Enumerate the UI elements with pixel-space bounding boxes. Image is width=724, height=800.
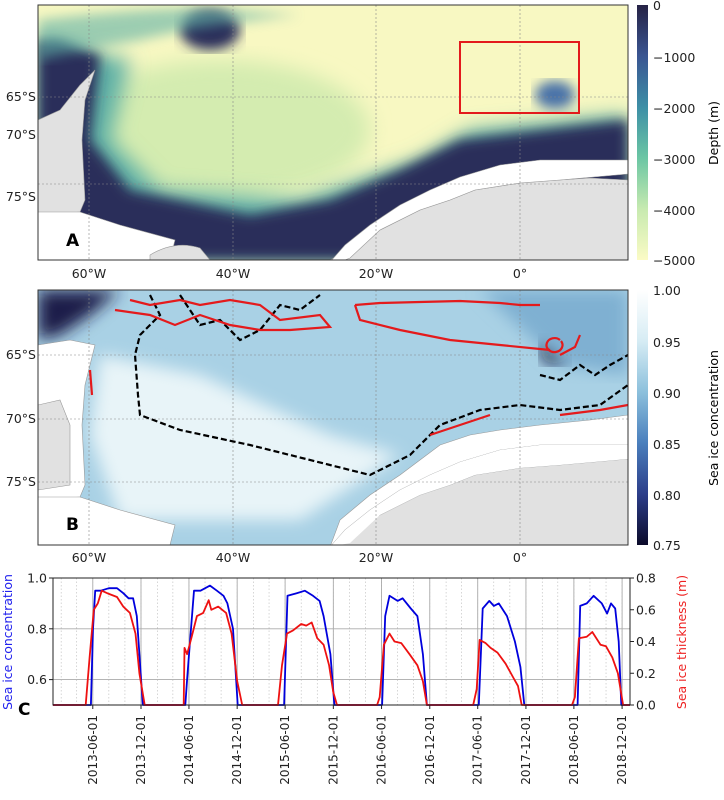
- colorbar-tick: 1.00: [653, 285, 681, 298]
- y-axis-right-label: Sea ice thickness (m): [674, 575, 689, 709]
- lon-tick: 20°W: [359, 550, 394, 565]
- colorbar-tick: −5000: [653, 253, 695, 268]
- lon-tick: 20°W: [359, 266, 394, 281]
- colorbar-label: Sea ice concentration: [706, 350, 721, 486]
- lon-tick: 40°W: [216, 266, 251, 281]
- y-left-tick-label: 0.6: [27, 672, 47, 687]
- panel-label-a: A: [66, 231, 80, 251]
- colorbar-tick: 0.75: [653, 538, 681, 553]
- lat-tick: 65°S: [6, 347, 36, 362]
- depth-colorbar: 0 −1000 −2000 −3000 −4000 −5000 Depth (m…: [637, 0, 721, 268]
- x-tick-label: 2016-06-01: [375, 715, 389, 785]
- panel-label-c: C: [18, 700, 30, 720]
- panel-label-b: B: [66, 515, 79, 535]
- lon-tick: 40°W: [216, 550, 251, 565]
- y-right-tick-label: 0.6: [636, 602, 656, 617]
- sea-ice-thickness-line: [53, 589, 630, 706]
- colorbar-tick: −3000: [653, 152, 695, 167]
- colorbar-label: Depth (m): [706, 101, 721, 165]
- region-highlight-box: [459, 41, 580, 114]
- x-tick-label: 2018-12-01: [615, 715, 629, 785]
- plot-frame: [52, 577, 631, 706]
- x-tick-label: 2013-12-01: [134, 715, 148, 785]
- lon-tick: 0°: [513, 550, 527, 565]
- lat-tick: 70°S: [6, 127, 36, 142]
- lat-tick: 75°S: [6, 474, 36, 489]
- lat-tick: 65°S: [6, 89, 36, 104]
- x-tick-label: 2014-06-01: [182, 715, 196, 785]
- x-tick-label: 2018-06-01: [567, 715, 581, 785]
- x-tick-label: 2014-12-01: [230, 715, 244, 785]
- sea-ice-map: [38, 290, 628, 545]
- map-grid: [38, 5, 628, 260]
- colorbar-tick: 0.85: [653, 437, 681, 452]
- panel-b: B 65°S 70°S 75°S 60°W 40°W 20°W 0° 1.00 …: [6, 285, 721, 565]
- x-tick-label: 2013-06-01: [86, 715, 100, 785]
- lat-tick: 70°S: [6, 411, 36, 426]
- x-tick-label: 2015-12-01: [326, 715, 340, 785]
- y-right-tick-label: 0.4: [636, 634, 656, 649]
- panel-c-timeseries: 2013-06-01 2013-12-01 2014-06-01 2014-12-01…: [0, 571, 689, 785]
- y-left-tick-label: 1.0: [27, 571, 47, 586]
- colorbar-tick: 0.95: [653, 335, 681, 350]
- x-tick-label: 2015-06-01: [278, 715, 292, 785]
- y-right-tick-label: 0.8: [636, 571, 656, 586]
- lon-tick: 0°: [513, 266, 527, 281]
- lon-tick: 60°W: [72, 266, 107, 281]
- colorbar-tick: −1000: [653, 50, 695, 65]
- ice-concentration-colorbar: 1.00 0.95 0.90 0.85 0.80 0.75 Sea ice co…: [637, 285, 721, 553]
- colorbar-tick: 0.90: [653, 386, 681, 401]
- x-tick-label: 2017-06-01: [471, 715, 485, 785]
- x-tick-label: 2016-12-01: [423, 715, 437, 785]
- black-dashed-contour: [133, 294, 628, 477]
- lon-tick: 60°W: [72, 550, 107, 565]
- y-right-tick-label: 0.0: [636, 698, 656, 713]
- colorbar-tick: −2000: [653, 101, 695, 116]
- colorbar-tick: 0.80: [653, 488, 681, 503]
- sea-ice-concentration-line: [53, 584, 630, 706]
- colorbar-tick: 0: [653, 0, 661, 13]
- y-left-tick-label: 0.8: [27, 621, 47, 636]
- y-right-tick-label: 0.2: [636, 666, 656, 681]
- lat-tick: 75°S: [6, 189, 36, 204]
- panel-a: A 65°S 70°S 75°S 60°W 40°W 20°W 0° 0 −10…: [6, 0, 721, 281]
- red-contour: [88, 298, 628, 437]
- colorbar-tick: −4000: [653, 203, 695, 218]
- bathymetry-map: [38, 5, 628, 260]
- y-axis-left-label: Sea ice concentration: [0, 574, 15, 710]
- x-tick-label: 2017-12-01: [519, 715, 533, 785]
